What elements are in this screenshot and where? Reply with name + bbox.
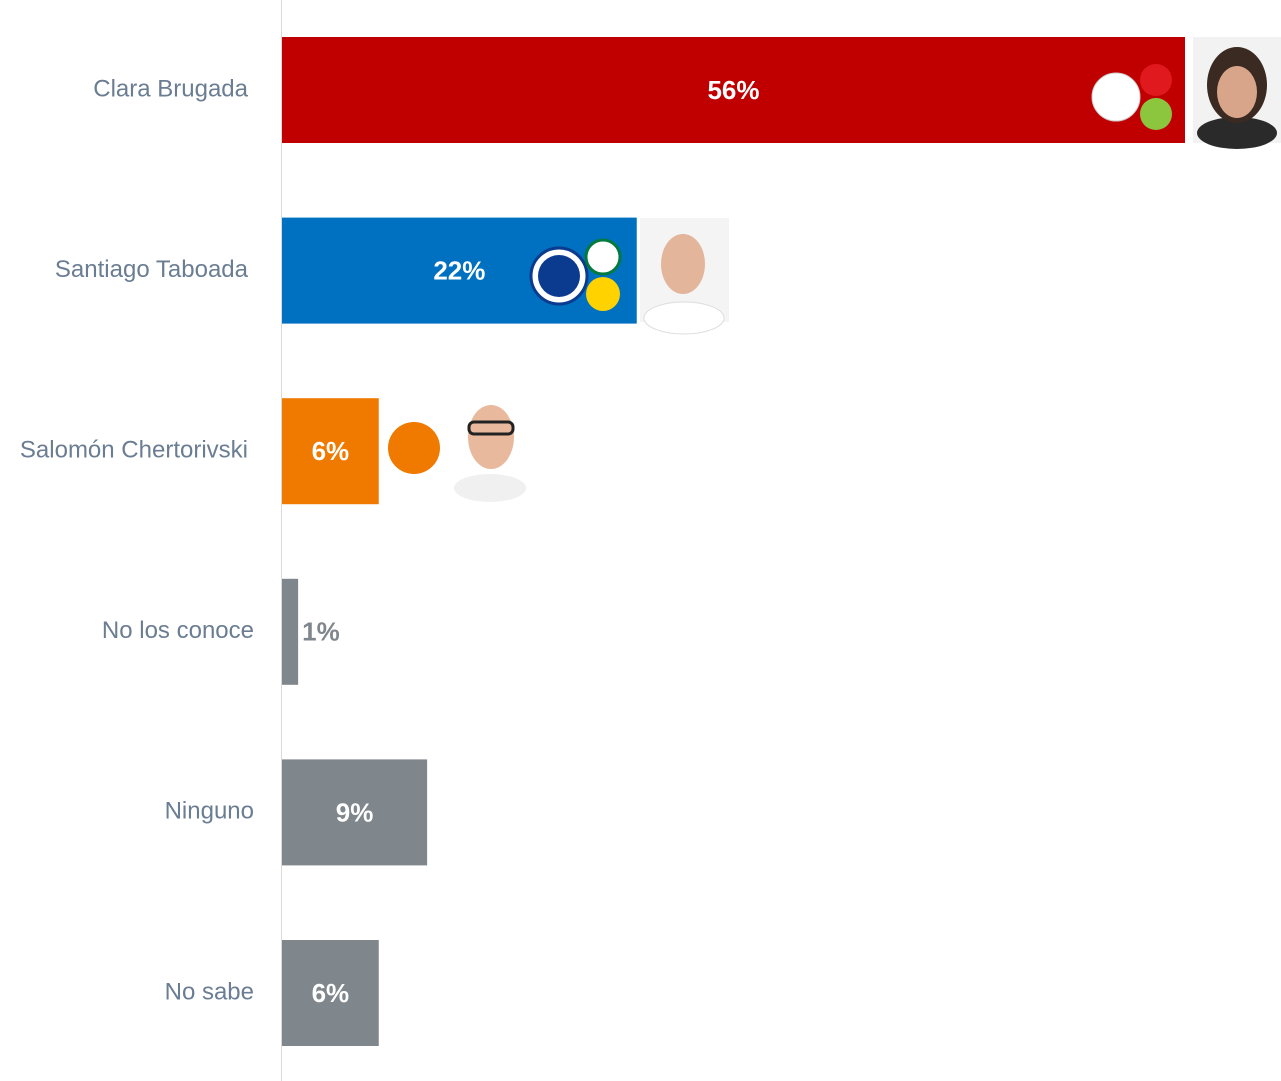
bar (282, 940, 379, 1046)
category-label: Santiago Taboada (55, 256, 249, 283)
candidate-photo (467, 420, 515, 436)
category-label: Salomón Chertorivski (20, 437, 248, 464)
value-label: 1% (302, 617, 340, 647)
party-logo (1140, 98, 1172, 130)
value-label: 56% (707, 75, 759, 105)
value-label: 6% (312, 978, 350, 1008)
candidate-photo (661, 234, 705, 294)
value-label: 9% (336, 797, 374, 827)
value-label: 6% (312, 436, 350, 466)
party-logo (538, 255, 580, 297)
bar (282, 37, 1185, 143)
party-logo (1140, 64, 1172, 96)
party-logo (586, 277, 620, 311)
party-logo (1091, 72, 1141, 122)
candidate-photo (468, 405, 514, 469)
party-logos-and-photos (388, 37, 1281, 502)
candidate-photo (1197, 117, 1277, 149)
candidate-photo (1217, 66, 1257, 118)
candidate-photo (643, 301, 725, 335)
bar (282, 398, 379, 505)
party-logo (388, 422, 440, 474)
category-label: Clara Brugada (93, 75, 248, 102)
party-logo (584, 238, 622, 276)
bar (282, 578, 299, 685)
category-label: No los conoce (102, 617, 254, 644)
value-label: 22% (433, 255, 485, 285)
category-label: No sabe (165, 978, 254, 1005)
candidate-photo (454, 474, 526, 502)
bar (282, 759, 428, 866)
category-label: Ninguno (165, 798, 254, 825)
